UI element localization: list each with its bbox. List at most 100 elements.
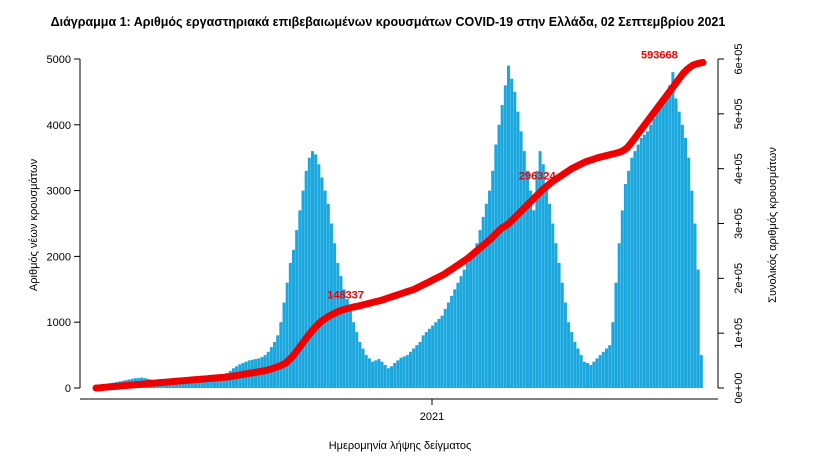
bar <box>187 381 191 388</box>
bar <box>548 203 552 388</box>
bar <box>639 137 643 388</box>
bar <box>200 378 204 388</box>
right-tick-label: 4e+05 <box>733 153 745 184</box>
bar <box>684 137 688 388</box>
right-axis-ticks: 0e+00 1e+05 2e+05 3e+05 4e+05 5e+05 6e+05 <box>718 44 745 404</box>
bar <box>696 269 700 388</box>
bar <box>611 322 615 388</box>
bar <box>184 381 188 388</box>
bar <box>633 151 637 388</box>
bar <box>355 332 359 388</box>
bar <box>383 364 387 388</box>
bar <box>627 170 631 388</box>
bar <box>557 262 561 388</box>
bar <box>339 276 343 388</box>
bar <box>317 164 321 388</box>
x-axis-label: Ημερομηνία λήψης δείγματος <box>329 440 472 452</box>
bar <box>345 299 349 388</box>
bar <box>427 328 431 388</box>
bar <box>352 322 356 388</box>
bar <box>579 355 583 388</box>
bar <box>405 355 409 388</box>
bar <box>175 382 179 388</box>
bar <box>617 243 621 388</box>
bar <box>386 368 390 388</box>
right-tick-label: 1e+05 <box>733 318 745 349</box>
x-tick-label-2021: 2021 <box>420 411 444 423</box>
bar <box>424 332 428 388</box>
bar <box>216 375 220 388</box>
bar <box>636 144 640 388</box>
bar <box>655 111 659 388</box>
bar <box>412 348 416 388</box>
bar <box>488 190 492 388</box>
bar <box>314 154 318 388</box>
bar <box>465 262 469 388</box>
bar <box>437 318 441 388</box>
bar <box>570 332 574 388</box>
right-tick-label: 6e+05 <box>733 44 745 75</box>
bar <box>519 131 523 388</box>
bar <box>510 78 514 389</box>
left-tick-label: 4000 <box>47 120 71 132</box>
left-tick-label: 3000 <box>47 186 71 198</box>
bar <box>399 357 403 388</box>
bar <box>671 72 675 388</box>
bar <box>484 203 488 388</box>
cumulative-annotation: 296324 <box>519 170 557 182</box>
bar <box>522 151 526 388</box>
y2-axis-label: Συνολικός αριθμός κρουσμάτων <box>767 147 779 303</box>
bar <box>595 358 599 388</box>
bar <box>307 157 311 388</box>
cumulative-line-series <box>92 58 707 392</box>
bar <box>576 348 580 388</box>
bar <box>197 379 201 388</box>
bar <box>560 282 564 388</box>
left-tick-label: 1000 <box>47 317 71 329</box>
bar <box>295 230 299 388</box>
bar <box>582 361 586 388</box>
bar <box>415 345 419 388</box>
right-tick-label: 0e+00 <box>733 373 745 404</box>
bar <box>310 151 314 388</box>
bar <box>348 309 352 388</box>
bar <box>472 249 476 388</box>
bar <box>620 210 624 388</box>
bar <box>475 243 479 388</box>
bar <box>592 361 596 388</box>
bar <box>301 190 305 388</box>
bar <box>374 360 378 388</box>
bar <box>178 382 182 388</box>
bar <box>690 190 694 388</box>
bar <box>573 341 577 388</box>
bar <box>677 111 681 388</box>
bar <box>206 377 210 388</box>
bar <box>390 366 394 388</box>
bar <box>190 380 194 388</box>
bar <box>431 325 435 388</box>
bar <box>516 111 520 388</box>
bar <box>342 289 346 388</box>
bar <box>642 134 646 388</box>
bar-series <box>96 65 703 389</box>
bar <box>292 249 296 388</box>
bar <box>421 335 425 388</box>
bar <box>329 223 333 388</box>
bar <box>285 282 289 388</box>
bar <box>358 341 362 388</box>
bar <box>298 210 302 388</box>
bar <box>469 256 473 388</box>
left-tick-label: 5000 <box>47 54 71 66</box>
bar <box>408 351 412 388</box>
bar <box>481 216 485 388</box>
bar <box>699 355 703 388</box>
bar <box>601 351 605 388</box>
bar <box>535 170 539 388</box>
bar <box>652 118 656 388</box>
bar <box>525 170 529 388</box>
bar <box>604 348 608 388</box>
bar <box>209 376 213 388</box>
bar <box>367 358 371 388</box>
bar <box>212 376 216 388</box>
